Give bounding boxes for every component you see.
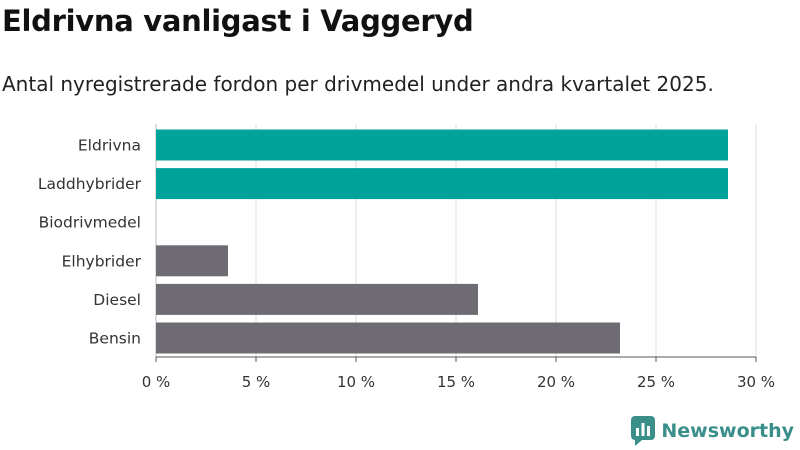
category-label: Diesel [93, 291, 141, 309]
x-tick-label: 10 % [337, 373, 375, 391]
category-label: Bensin [89, 330, 141, 348]
x-axis-tick-labels: 0 % 5 % 10 % 15 % 20 % 25 % 30 % [142, 373, 775, 391]
x-tick-label: 15 % [437, 373, 475, 391]
brand-logo: Newsworthy [631, 416, 794, 446]
bar [156, 168, 728, 200]
bars [156, 129, 728, 354]
bar [156, 129, 728, 161]
bar [156, 283, 478, 315]
newsworthy-logo-icon [631, 416, 656, 446]
x-tick-label: 20 % [537, 373, 575, 391]
bar [156, 245, 228, 277]
chart-title: Eldrivna vanligast i Vaggeryd [2, 4, 474, 38]
brand-name: Newsworthy [661, 420, 794, 442]
x-tick-label: 5 % [242, 373, 271, 391]
x-tick-label: 0 % [142, 373, 171, 391]
category-label: Elhybrider [62, 252, 142, 270]
category-labels: Eldrivna Laddhybrider Biodrivmedel Elhybrid… [38, 137, 142, 348]
category-label: Biodrivmedel [39, 214, 141, 232]
x-tick-label: 25 % [637, 373, 675, 391]
gridlines [155, 124, 757, 362]
chart-subtitle: Antal nyregistrerade fordon per drivmede… [2, 72, 714, 96]
category-label: Laddhybrider [38, 175, 142, 193]
x-tick-label: 30 % [737, 373, 775, 391]
bar [156, 322, 620, 354]
category-label: Eldrivna [78, 137, 141, 155]
